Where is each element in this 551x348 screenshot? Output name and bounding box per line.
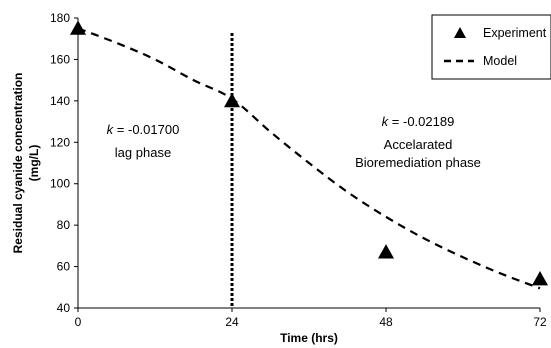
annotation-acc-k-value: = -0.02189 <box>388 114 454 129</box>
tick-marks <box>74 17 541 312</box>
x-tick-label: 48 <box>379 315 393 329</box>
y-tick-label: 100 <box>50 177 70 191</box>
annotation-lag-k-value: = -0.01700 <box>113 122 179 137</box>
experiment-point <box>532 271 548 286</box>
legend-box <box>431 14 551 80</box>
y-tick-label: 60 <box>57 260 71 274</box>
x-tick-label: 72 <box>533 315 547 329</box>
y-tick-label: 140 <box>50 94 70 108</box>
experiment-series-points <box>70 20 548 286</box>
annotation-lag-k-symbol: k <box>107 122 115 137</box>
model-series-line <box>77 27 541 290</box>
y-axis-title-line2: (mg/L) <box>27 145 41 182</box>
y-tick-label: 120 <box>50 135 70 149</box>
annotation-lag-label: lag phase <box>115 145 171 160</box>
y-tick-labels: 40 60 80 100 120 140 160 180 <box>50 11 70 315</box>
x-tick-labels: 0 24 48 72 <box>75 315 547 329</box>
legend-label-experiment: Experiment <box>483 26 547 40</box>
y-tick-label: 160 <box>50 52 70 66</box>
y-axis-title-line1: Residual cyanide concentration <box>11 73 25 254</box>
svg-text:k = -0.01700: k = -0.01700 <box>107 122 180 137</box>
y-tick-label: 40 <box>57 301 71 315</box>
experiment-point <box>378 244 394 259</box>
annotation-lag-phase: k = -0.01700 lag phase <box>107 122 180 160</box>
legend-label-model: Model <box>483 54 517 68</box>
legend: Experiment Model <box>431 14 551 80</box>
annotation-acc-k-symbol: k <box>382 114 390 129</box>
experiment-point <box>70 20 86 35</box>
x-axis-title: Time (hrs) <box>280 331 338 345</box>
annotation-acc-label-line2: Accelarated <box>384 137 453 152</box>
annotation-acc-label-line3: Bioremediation phase <box>355 155 481 170</box>
x-tick-label: 0 <box>75 315 82 329</box>
x-tick-label: 24 <box>225 315 239 329</box>
legend-triangle-marker <box>454 27 466 38</box>
experiment-point <box>224 92 240 108</box>
y-tick-label: 80 <box>57 218 71 232</box>
annotation-accelerated-phase: k = -0.02189 Accelarated Bioremediation … <box>355 114 481 170</box>
svg-text:k = -0.02189: k = -0.02189 <box>382 114 455 129</box>
y-tick-label: 180 <box>50 11 70 25</box>
